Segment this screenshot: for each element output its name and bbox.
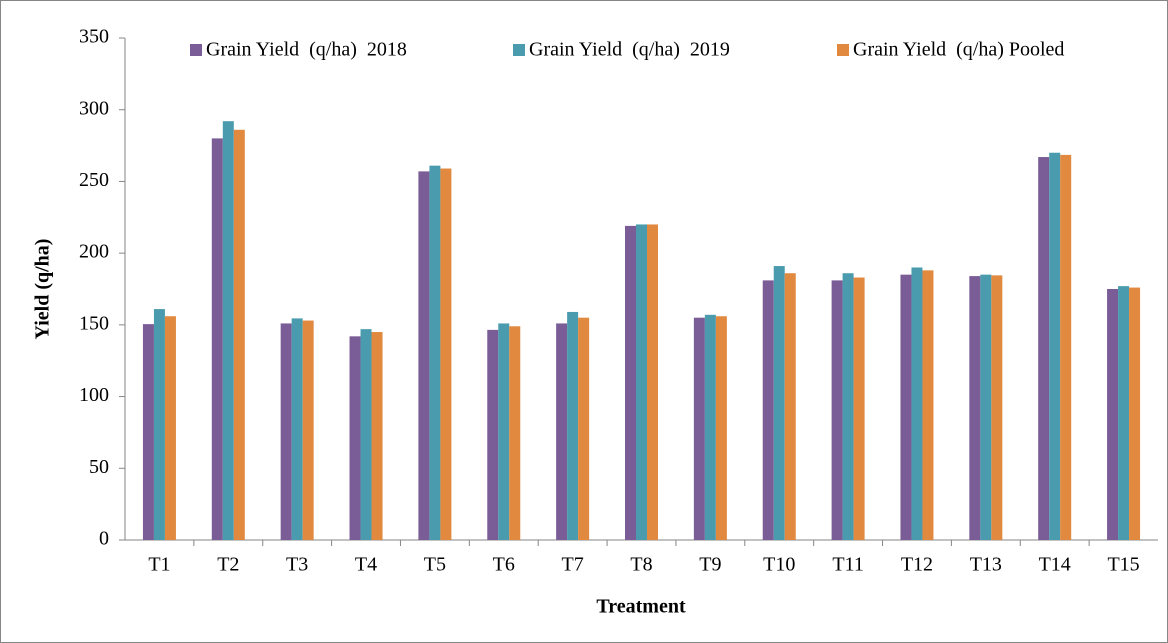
bar bbox=[1107, 289, 1119, 540]
y-axis-title: Yield (q/ha) bbox=[32, 239, 54, 340]
bar bbox=[784, 273, 796, 540]
y-tick-label: 0 bbox=[99, 528, 109, 550]
bar bbox=[625, 225, 636, 541]
bar bbox=[969, 276, 981, 540]
y-tick-label: 250 bbox=[79, 169, 109, 191]
x-tick-label: T2 bbox=[217, 554, 239, 576]
bar bbox=[418, 171, 430, 541]
x-tick-label: T1 bbox=[148, 554, 170, 576]
x-tick-label: T9 bbox=[699, 554, 721, 576]
bar bbox=[567, 311, 579, 540]
legend-label: Grain Yield (q/ha) 2019 bbox=[529, 39, 730, 61]
bar bbox=[302, 320, 314, 540]
bar bbox=[636, 224, 647, 540]
y-tick-label: 150 bbox=[79, 312, 109, 334]
bar bbox=[153, 309, 165, 540]
x-tick-label: T3 bbox=[286, 554, 308, 576]
legend-swatch bbox=[837, 44, 849, 56]
bar bbox=[853, 277, 865, 540]
bar bbox=[900, 274, 912, 540]
legend-label: Grain Yield (q/ha) Pooled bbox=[853, 39, 1064, 61]
legend-swatch bbox=[190, 44, 202, 56]
bar bbox=[509, 326, 521, 540]
bar bbox=[980, 274, 992, 540]
x-tick-label: T7 bbox=[562, 554, 584, 576]
bar bbox=[693, 317, 705, 540]
x-axis-title: Treatment bbox=[596, 596, 686, 618]
bar bbox=[1060, 154, 1072, 540]
bar bbox=[911, 267, 923, 540]
bar bbox=[498, 323, 510, 540]
bar bbox=[164, 316, 176, 540]
bar bbox=[842, 273, 854, 540]
legend-swatch bbox=[513, 44, 525, 56]
bar bbox=[291, 318, 303, 540]
bar bbox=[578, 317, 590, 540]
bar bbox=[280, 323, 292, 540]
x-tick-label: T12 bbox=[901, 554, 933, 576]
y-tick-label: 200 bbox=[79, 241, 109, 263]
bar bbox=[773, 266, 785, 540]
bar bbox=[1038, 157, 1050, 540]
x-tick-label: T15 bbox=[1107, 554, 1139, 576]
bar bbox=[211, 138, 223, 540]
bar bbox=[647, 224, 658, 540]
x-tick-label: T6 bbox=[493, 554, 515, 576]
bar bbox=[831, 280, 843, 540]
bar bbox=[704, 314, 716, 540]
x-tick-label: T8 bbox=[630, 554, 652, 576]
bar bbox=[991, 275, 1003, 540]
bar bbox=[222, 121, 234, 540]
x-tick-label: T11 bbox=[832, 554, 863, 576]
x-tick-label: T5 bbox=[424, 554, 446, 576]
x-tick-label: T4 bbox=[355, 554, 377, 576]
bar bbox=[1118, 286, 1130, 540]
x-tick-label: T14 bbox=[1039, 554, 1071, 576]
legend-label: Grain Yield (q/ha) 2018 bbox=[206, 39, 407, 61]
bar bbox=[762, 280, 774, 540]
bar bbox=[440, 168, 452, 540]
bar bbox=[487, 329, 499, 540]
bar bbox=[142, 324, 154, 540]
bar bbox=[922, 270, 934, 540]
y-tick-label: 100 bbox=[79, 384, 109, 406]
y-tick-label: 350 bbox=[79, 26, 109, 48]
bar bbox=[349, 336, 361, 540]
bar bbox=[715, 316, 727, 540]
bar bbox=[429, 165, 441, 540]
bar bbox=[233, 129, 245, 540]
bar bbox=[1129, 287, 1141, 540]
bar bbox=[371, 332, 383, 540]
x-tick-label: T13 bbox=[970, 554, 1002, 576]
x-tick-label: T10 bbox=[763, 554, 795, 576]
bar bbox=[360, 329, 372, 540]
bar bbox=[556, 323, 568, 540]
bar bbox=[1049, 152, 1061, 540]
y-tick-label: 50 bbox=[89, 456, 109, 478]
y-tick-label: 300 bbox=[79, 97, 109, 119]
